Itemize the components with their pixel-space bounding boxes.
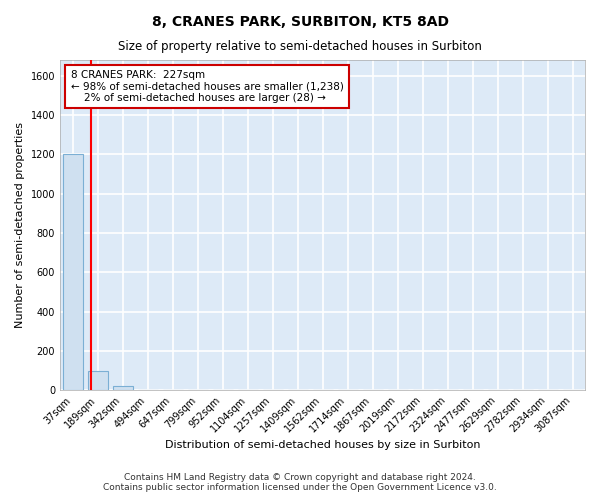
Bar — [113, 386, 133, 390]
Text: 8 CRANES PARK:  227sqm
← 98% of semi-detached houses are smaller (1,238)
    2% : 8 CRANES PARK: 227sqm ← 98% of semi-deta… — [71, 70, 343, 103]
Text: Contains HM Land Registry data © Crown copyright and database right 2024.
Contai: Contains HM Land Registry data © Crown c… — [103, 473, 497, 492]
Y-axis label: Number of semi-detached properties: Number of semi-detached properties — [15, 122, 25, 328]
Text: Size of property relative to semi-detached houses in Surbiton: Size of property relative to semi-detach… — [118, 40, 482, 53]
Bar — [62, 154, 83, 390]
Text: 8, CRANES PARK, SURBITON, KT5 8AD: 8, CRANES PARK, SURBITON, KT5 8AD — [151, 15, 449, 29]
X-axis label: Distribution of semi-detached houses by size in Surbiton: Distribution of semi-detached houses by … — [165, 440, 480, 450]
Bar — [88, 370, 107, 390]
